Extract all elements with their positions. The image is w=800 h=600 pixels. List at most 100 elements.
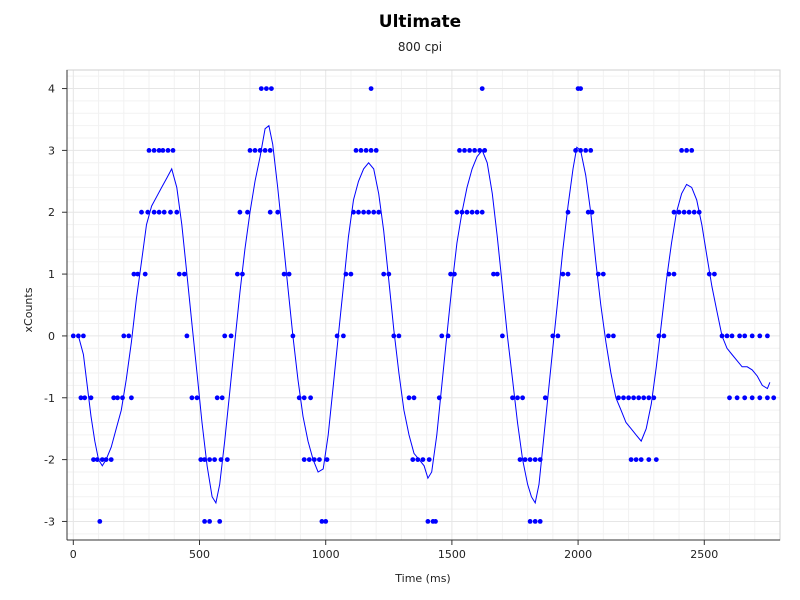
data-point [656,333,662,339]
data-point [636,395,642,401]
data-point [168,209,173,215]
data-point [686,209,692,215]
y-axis-label: xCounts [22,287,35,332]
data-point [194,395,200,401]
data-point [97,519,103,524]
data-point [600,271,606,277]
data-point [366,209,371,215]
y-tick-label: 0 [48,330,55,343]
data-point [334,333,340,339]
data-point [258,86,264,91]
data-point [757,333,763,339]
data-point [727,395,732,401]
data-point [356,209,361,215]
data-point [411,395,417,401]
data-point [565,209,571,215]
data-point [341,333,346,339]
data-point [381,271,387,277]
data-point [765,395,770,401]
data-point [771,395,777,401]
data-point [323,519,329,524]
data-point [131,271,137,277]
data-point [275,209,281,215]
data-point [560,271,566,277]
data-point [368,148,374,153]
data-point [207,457,213,462]
data-point [353,148,359,153]
data-point [477,148,483,153]
data-point [235,271,240,277]
x-axis-label: Time (ms) [394,572,450,585]
data-point [474,209,480,215]
data-point [301,395,307,401]
data-point [616,395,621,401]
data-point [527,457,533,462]
data-point [81,333,86,339]
data-point [459,209,465,215]
y-tick-label: 4 [48,83,55,96]
data-point [666,271,672,277]
data-point [214,395,220,401]
data-point [135,271,141,277]
data-point [217,519,223,524]
data-point [426,457,432,462]
data-point [439,333,445,339]
data-point [176,271,182,277]
data-point [219,395,225,401]
data-point [742,395,748,401]
data-point [595,271,601,277]
data-point [126,333,132,339]
data-point [494,271,500,277]
data-point [661,333,667,339]
data-point [532,519,538,524]
data-point [371,209,377,215]
data-point [198,457,204,462]
data-point [532,457,538,462]
data-point [111,395,117,401]
data-point [472,148,477,153]
data-point [537,519,543,524]
plot-area: 0 500 1000 1500 2000 2500 -3 -2 -1 0 1 2 3 4 [44,69,781,561]
x-tick-label: 1000 [312,548,340,561]
data-point [628,457,634,462]
x-tick-label: 2000 [564,548,592,561]
data-point [671,271,677,277]
data-point [264,86,269,91]
data-point [207,519,213,524]
data-point [396,333,402,339]
data-point [103,457,109,462]
data-point [348,271,354,277]
data-point [91,457,96,462]
data-point [555,333,561,339]
data-point [500,333,505,339]
data-point [160,148,166,153]
data-point [679,148,684,153]
data-point [611,333,616,339]
data-point [749,395,755,401]
data-point [301,457,307,462]
data-point [269,86,274,91]
data-point [174,209,180,215]
data-point [184,333,190,339]
data-point [151,209,157,215]
data-point [641,395,647,401]
data-point [108,457,114,462]
data-point [247,148,253,153]
data-point [252,148,258,153]
data-point [368,86,374,91]
y-tick-label: 1 [48,268,55,281]
x-tick-label: 500 [189,548,210,561]
data-point [724,333,730,339]
data-point [517,457,523,462]
data-point [510,395,515,401]
data-point [482,148,488,153]
data-point [646,395,652,401]
data-point [671,209,677,215]
data-point [245,209,250,215]
data-point [70,333,76,339]
data-point [585,209,591,215]
y-tick-label: -3 [44,515,55,528]
data-point [262,148,268,153]
data-point [121,333,127,339]
